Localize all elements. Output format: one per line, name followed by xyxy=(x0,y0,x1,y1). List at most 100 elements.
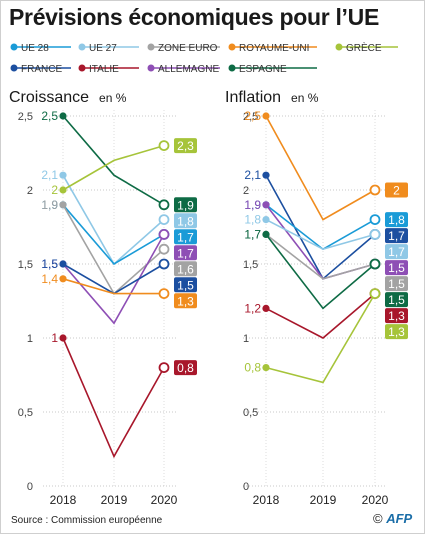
legend-label-royaume-uni: ROYAUME-UNI xyxy=(239,43,309,54)
inflation-point-start-ue-27 xyxy=(262,216,270,224)
inflation-end-label-ue-27: 1,7 xyxy=(388,245,405,259)
growth-point-start-grece xyxy=(59,186,67,194)
legend-label-ue-28: UE 28 xyxy=(21,43,49,54)
growth-ytick-5: 0 xyxy=(27,481,33,493)
growth-start-label-royaume-uni: 1,4 xyxy=(41,272,58,286)
inflation-point-start-italie xyxy=(262,304,270,312)
inflation-end-box-espagne xyxy=(385,292,408,308)
growth-xtick-2020: 2020 xyxy=(151,493,178,507)
legend-label-allemagne: ALLEMAGNE xyxy=(158,64,219,75)
page-title: Prévisions économiques pour l’UE xyxy=(9,4,379,30)
growth-point-start-royaume-uni xyxy=(59,275,67,283)
growth-line-ue-28 xyxy=(62,204,165,266)
growth-ytick-1: 2 xyxy=(27,185,33,197)
inflation-title: Inflation en % xyxy=(225,89,319,106)
inflation-end-label-italie: 1,3 xyxy=(388,309,405,323)
legend-label-grece: GRÈCE xyxy=(346,41,382,54)
legend-label-france: FRANCE xyxy=(21,64,62,75)
growth-end-box-allemagne xyxy=(174,245,197,261)
growth-end-label-france: 1,5 xyxy=(177,278,194,292)
growth-start-label-france: 1,5 xyxy=(41,257,58,271)
growth-point-start-france xyxy=(59,260,67,268)
inflation-point-end-grece xyxy=(369,288,381,300)
growth-end-label-grece: 2,3 xyxy=(177,139,194,153)
growth-point-end-france xyxy=(158,258,170,270)
growth-end-label-allemagne: 1,7 xyxy=(177,246,194,260)
inflation-ytick-3: 1 xyxy=(243,333,249,345)
inflation-end-box-italie xyxy=(385,308,408,324)
inflation-end-label-royaume-uni: 2 xyxy=(393,184,400,198)
legend-dot-royaume-uni xyxy=(228,43,236,51)
growth-line-ue-27 xyxy=(62,174,165,266)
growth-title: Croissance en % xyxy=(9,89,127,106)
growth-end-label-italie: 0,8 xyxy=(177,361,194,375)
growth-start-label-espagne: 2,5 xyxy=(41,109,58,123)
inflation-point-start-royaume-uni xyxy=(262,112,270,120)
legend-dot-france xyxy=(10,64,18,72)
inflation-start-label-grece: 0,8 xyxy=(244,361,261,375)
inflation-start-label-france: 2,1 xyxy=(244,168,261,182)
inflation-end-box-royaume-uni xyxy=(385,182,408,198)
inflation-end-label-ue-28: 1,8 xyxy=(388,213,405,227)
growth-point-end-allemagne xyxy=(158,228,170,240)
copyright-symbol: © xyxy=(373,511,383,526)
legend-dot-allemagne xyxy=(147,64,155,72)
legend-label-espagne: ESPAGNE xyxy=(239,64,287,75)
growth-ytick-3: 1 xyxy=(27,333,33,345)
inflation-point-end-espagne xyxy=(369,258,381,270)
growth-end-box-italie xyxy=(174,360,197,376)
growth-line-grece xyxy=(62,144,165,191)
growth-start-label-grece: 2 xyxy=(51,183,58,197)
growth-line-france xyxy=(62,263,165,295)
inflation-end-label-espagne: 1,5 xyxy=(388,293,405,307)
inflation-start-label-royaume-uni: 2,5 xyxy=(244,109,261,123)
growth-point-start-italie xyxy=(59,334,67,342)
growth-start-label-ue-27: 2,1 xyxy=(41,168,58,182)
afp-logo: © AFP xyxy=(373,511,412,526)
inflation-end-label-allemagne: 1,5 xyxy=(388,261,405,275)
legend-label-italie: ITALIE xyxy=(89,64,119,75)
legend-dot-ue-27 xyxy=(78,43,86,51)
inflation-start-label-zone-euro: 1,7 xyxy=(244,227,261,241)
inflation-start-label-espagne: 1,7 xyxy=(244,227,261,241)
growth-line-royaume-uni xyxy=(62,278,164,295)
growth-point-end-royaume-uni xyxy=(158,288,170,300)
inflation-point-end-royaume-uni xyxy=(369,184,381,196)
inflation-xtick-2019: 2019 xyxy=(310,493,337,507)
growth-line-espagne xyxy=(62,115,165,206)
inflation-line-royaume-uni xyxy=(265,115,376,221)
growth-end-box-france xyxy=(174,277,197,293)
inflation-line-espagne xyxy=(265,233,376,310)
growth-unit: en % xyxy=(99,91,127,105)
growth-xtick-2019: 2019 xyxy=(101,493,128,507)
inflation-line-zone-euro xyxy=(265,233,376,280)
growth-point-end-grece xyxy=(158,140,170,152)
growth-point-start-espagne xyxy=(59,112,67,120)
inflation-end-box-ue-28 xyxy=(385,212,408,228)
growth-point-end-espagne xyxy=(158,199,170,211)
inflation-end-box-ue-27 xyxy=(385,244,408,260)
inflation-point-start-france xyxy=(262,171,270,179)
growth-point-end-italie xyxy=(158,362,170,374)
growth-ytick-4: 0,5 xyxy=(18,407,33,419)
inflation-point-end-ue-27 xyxy=(369,228,381,240)
inflation-point-end-ue-28 xyxy=(369,214,381,226)
inflation-end-box-zone-euro xyxy=(385,276,408,292)
inflation-start-label-allemagne: 1,9 xyxy=(244,198,261,212)
legend-dot-zone-euro xyxy=(147,43,155,51)
growth-line-zone-euro xyxy=(62,204,165,295)
growth-end-box-zone-euro xyxy=(174,261,197,277)
inflation-end-box-grece xyxy=(385,324,408,340)
inflation-line-italie xyxy=(265,292,376,339)
growth-point-end-ue-27 xyxy=(158,214,170,226)
growth-ytick-2: 1,5 xyxy=(18,259,33,271)
inflation-end-label-zone-euro: 1,5 xyxy=(388,277,405,291)
growth-end-label-zone-euro: 1,6 xyxy=(177,262,194,276)
inflation-ytick-0: 2,5 xyxy=(243,111,258,123)
growth-end-label-royaume-uni: 1,3 xyxy=(177,294,194,308)
growth-end-box-espagne xyxy=(174,197,197,213)
inflation-start-label-ue-27: 1,8 xyxy=(244,213,261,227)
legend-label-zone-euro: ZONE EURO xyxy=(158,43,218,54)
